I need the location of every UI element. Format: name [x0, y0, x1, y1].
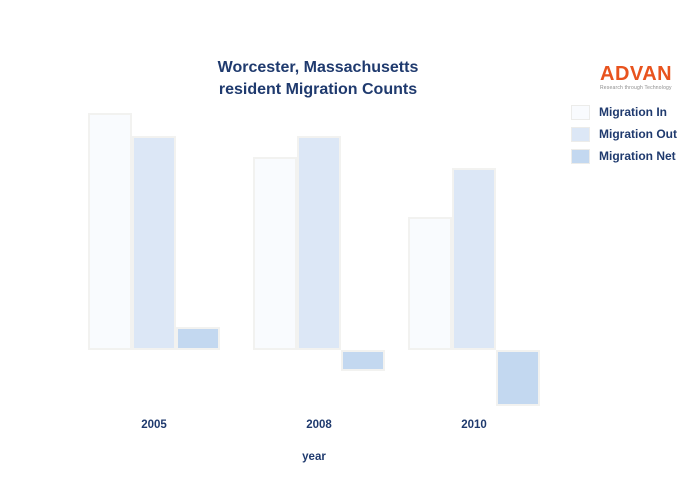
chart-title-line2: resident Migration Counts: [218, 81, 418, 98]
x-tick-label-2008: 2008: [306, 419, 332, 431]
bar-migration-net-2005: [176, 327, 220, 350]
legend-swatch-migration-out: [571, 126, 590, 142]
bar-migration-net-2008: [341, 350, 385, 371]
legend-label-migration-out: Migration Out: [599, 127, 677, 141]
legend-item-migration-in: Migration In: [571, 104, 677, 120]
x-axis-title: year: [302, 451, 326, 463]
x-tick-label-2010: 2010: [461, 419, 487, 431]
legend-item-migration-net: Migration Net: [571, 148, 677, 164]
bar-migration-out-2005: [132, 136, 176, 350]
legend-label-migration-in: Migration In: [599, 105, 667, 119]
bar-migration-in-2005: [88, 113, 132, 350]
bar-migration-net-2010: [496, 350, 540, 406]
advan-logo-wordmark: ADVAN: [600, 63, 673, 85]
bar-migration-in-2010: [408, 217, 452, 350]
legend-item-migration-out: Migration Out: [571, 126, 677, 142]
chart-title-line1: Worcester, Massachusetts: [217, 59, 419, 76]
advan-logo-tagline: Research through Technology: [600, 85, 672, 91]
bar-migration-out-2010: [452, 168, 496, 350]
legend-label-migration-net: Migration Net: [599, 149, 676, 163]
bar-migration-in-2008: [253, 157, 297, 350]
legend-swatch-migration-net: [571, 148, 590, 164]
x-tick-label-2005: 2005: [141, 419, 167, 431]
chart-title: Worcester, Massachusetts resident Migrat…: [128, 57, 508, 101]
bar-migration-out-2008: [297, 136, 341, 350]
advan-logo: ADVAN Research through Technology: [598, 62, 676, 93]
legend: Migration In Migration Out Migration Net: [571, 104, 677, 170]
legend-swatch-migration-in: [571, 104, 590, 120]
